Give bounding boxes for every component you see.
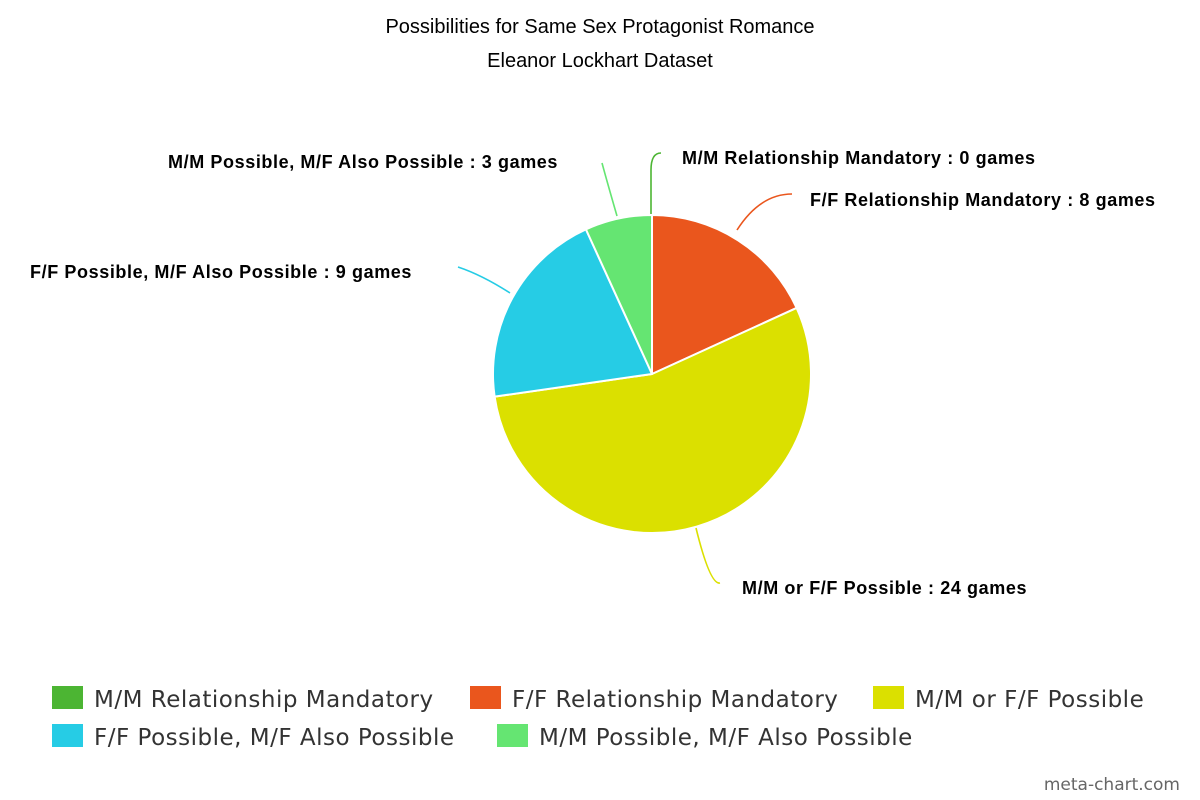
- legend-label-m-m-or-f-f-possible[interactable]: M/M or F/F Possible: [915, 687, 1144, 713]
- data-label-m-m-possible-m-f-also-possible: M/M Possible, M/F Also Possible : 3 game…: [168, 152, 558, 172]
- pie-slice-m-m-or-f-f-possible[interactable]: [493, 306, 812, 534]
- credit-text[interactable]: meta-chart.com: [1044, 775, 1180, 795]
- legend: M/M Relationship Mandatory F/F Relationsh…: [52, 686, 1144, 751]
- pie-slice-f-f-relationship-mandatory[interactable]: [651, 214, 798, 375]
- connector-f-f-possible-m-f-also-possible: [457, 266, 511, 294]
- data-label-m-m-or-f-f-possible: M/M or F/F Possible : 24 games: [742, 578, 1027, 598]
- legend-label-f-f-possible-m-f-also-possible[interactable]: F/F Possible, M/F Also Possible: [94, 725, 455, 751]
- legend-label-m-m-relationship-mandatory[interactable]: M/M Relationship Mandatory: [94, 687, 434, 713]
- legend-label-m-m-possible-m-f-also-possible[interactable]: M/M Possible, M/F Also Possible: [539, 725, 913, 751]
- connector-m-m-or-f-f-possible: [695, 527, 721, 584]
- pie-slice-f-f-possible-m-f-also-possible[interactable]: [492, 228, 653, 398]
- data-label-connectors: [457, 152, 793, 584]
- legend-swatch-m-m-relationship-mandatory[interactable]: [52, 686, 83, 709]
- connector-m-m-relationship-mandatory: [650, 152, 662, 214]
- legend-label-f-f-relationship-mandatory[interactable]: F/F Relationship Mandatory: [512, 687, 838, 713]
- chart-subtitle: Eleanor Lockhart Dataset: [487, 50, 713, 72]
- data-labels: M/M Relationship Mandatory : 0 games F/F …: [30, 148, 1156, 598]
- legend-swatch-m-m-or-f-f-possible[interactable]: [873, 686, 904, 709]
- legend-swatch-f-f-possible-m-f-also-possible[interactable]: [52, 724, 83, 747]
- connector-f-f-relationship-mandatory: [736, 193, 793, 231]
- data-label-f-f-relationship-mandatory: F/F Relationship Mandatory : 8 games: [810, 190, 1156, 210]
- pie-slice-m-m-possible-m-f-also-possible[interactable]: [584, 214, 653, 375]
- connector-m-m-possible-m-f-also-possible: [601, 162, 618, 217]
- legend-swatch-m-m-possible-m-f-also-possible[interactable]: [497, 724, 528, 747]
- data-label-m-m-relationship-mandatory: M/M Relationship Mandatory : 0 games: [682, 148, 1036, 168]
- chart-title: Possibilities for Same Sex Protagonist R…: [385, 16, 814, 38]
- pie-slices: [492, 214, 812, 534]
- data-label-f-f-possible-m-f-also-possible: F/F Possible, M/F Also Possible : 9 game…: [30, 262, 412, 282]
- legend-swatch-f-f-relationship-mandatory[interactable]: [470, 686, 501, 709]
